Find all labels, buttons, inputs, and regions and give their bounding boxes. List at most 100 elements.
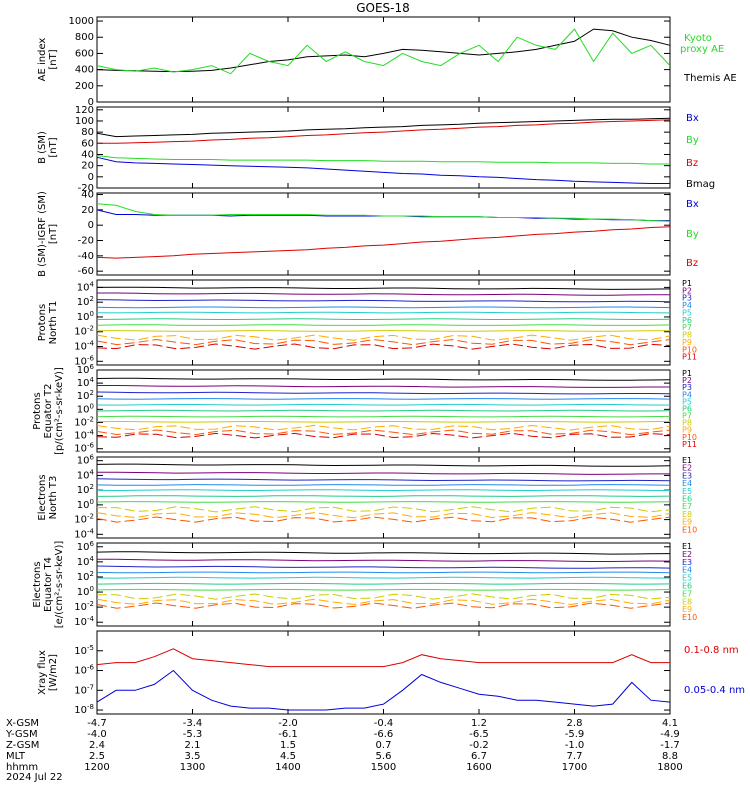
series-line-p6 xyxy=(96,409,671,412)
series-line-p10 xyxy=(96,429,671,436)
y-axis-title: Electrons xyxy=(37,474,48,520)
series-line-e5 xyxy=(96,576,671,579)
series-line-p1 xyxy=(96,377,671,381)
legend-p6: P6 xyxy=(682,404,692,413)
series-line-e4 xyxy=(96,484,671,486)
col-3-y: -6.6 xyxy=(374,729,394,740)
col-3-hhmm: 1500 xyxy=(371,762,396,773)
row-label-hhmm: hhmm xyxy=(6,762,38,773)
legend-e1: E1 xyxy=(682,542,692,551)
col-0-x: -4.7 xyxy=(87,718,107,729)
series-line-p4 xyxy=(96,306,671,309)
y-tick-label: 106 xyxy=(77,363,95,376)
y-axis-title: [nT] xyxy=(48,224,59,244)
series-line-0-05-0-4-nm xyxy=(96,669,671,711)
y-tick-label: 10-4 xyxy=(74,429,94,442)
col-4-y: -6.5 xyxy=(469,729,489,740)
col-1-y: -5.3 xyxy=(183,729,203,740)
legend-p5: P5 xyxy=(682,308,692,317)
y-tick-label: 10-5 xyxy=(74,644,94,657)
series-line-0-1-0-8-nm xyxy=(96,648,670,668)
series-line-e8 xyxy=(97,593,671,600)
series-line-e3 xyxy=(96,565,671,569)
series-line-by xyxy=(96,203,671,222)
y-tick-label: 120 xyxy=(75,105,94,116)
series-line-p3 xyxy=(96,299,671,303)
series-line-p9 xyxy=(96,334,671,341)
row-label-z-gsm: Z-GSM xyxy=(6,740,39,751)
y-axis-title: AE index xyxy=(37,38,48,82)
panel-frame xyxy=(96,630,671,715)
row-label-mlt: MLT xyxy=(6,751,26,762)
legend-p4: P4 xyxy=(682,301,692,310)
legend-proxy-ae: proxy AE xyxy=(680,44,724,55)
series-line-p2 xyxy=(97,292,670,296)
y-tick-label: 10-2 xyxy=(74,600,94,613)
y-tick-label: 40 xyxy=(81,190,94,201)
y-tick-label: 10-8 xyxy=(74,703,94,716)
legend-e4: E4 xyxy=(682,566,692,575)
row-label-x-gsm: X-GSM xyxy=(6,718,39,729)
series-line-p2 xyxy=(97,385,670,388)
series-line-e2 xyxy=(97,558,671,562)
y-axis-title: Protons xyxy=(32,392,43,429)
y-tick-label: 10-6 xyxy=(74,354,94,367)
legend-p7: P7 xyxy=(682,323,692,332)
legend-e2: E2 xyxy=(682,550,692,559)
y-tick-label: 0 xyxy=(88,172,94,183)
panel-frame xyxy=(96,279,671,366)
row-label-2024-jul-22: 2024 Jul 22 xyxy=(6,772,63,783)
legend-e10: E10 xyxy=(682,613,697,622)
y-tick-label: 10-2 xyxy=(74,513,94,526)
y-tick-label: 102 xyxy=(77,389,94,402)
y-tick-label: 80 xyxy=(81,127,94,138)
series-line-p6 xyxy=(96,318,671,320)
panel-3: 40 20 0 -20 -40 -60 B (SM)-IGRF (SM) [nT] Bx By Bz xyxy=(37,190,699,278)
legend-kyoto: Kyoto xyxy=(684,33,712,44)
y-tick-label: -20 xyxy=(78,183,94,194)
panel-1: 1000 800 600 400 200 0 AE index [nT] Kyotoproxy … xyxy=(37,16,737,108)
series-line-p3 xyxy=(96,391,671,395)
panel-8: 10-5 10-6 10-7 10-8 Xray flux [W/m2] 0.1-0.8 n… xyxy=(37,630,745,716)
col-3-x: -0.4 xyxy=(374,718,394,729)
col-2-hhmm: 1400 xyxy=(275,762,300,773)
series-line-bx xyxy=(96,156,670,184)
legend-p5: P5 xyxy=(682,397,692,406)
legend-e9: E9 xyxy=(682,518,692,527)
y-tick-label: 10-2 xyxy=(74,415,94,428)
plot-title: GOES-18 xyxy=(356,1,410,15)
series-line-p11 xyxy=(96,432,671,439)
col-2-mlt: 4.5 xyxy=(280,751,296,762)
y-tick-label: 100 xyxy=(77,310,94,323)
y-tick-label: 1000 xyxy=(69,16,94,27)
y-tick-label: 104 xyxy=(77,280,95,293)
series-line-e2 xyxy=(97,471,670,475)
col-0-mlt: 2.5 xyxy=(89,751,105,762)
y-tick-label: 102 xyxy=(77,295,94,308)
col-4-mlt: 6.7 xyxy=(471,751,487,762)
series-line-e8 xyxy=(97,506,671,513)
y-tick-label: 10-4 xyxy=(74,340,94,353)
series-line-p7 xyxy=(96,415,671,418)
series-line-p10 xyxy=(96,338,671,346)
y-tick-label: 40 xyxy=(81,149,94,160)
legend-themis-ae: Themis AE xyxy=(683,73,737,84)
legend-p2: P2 xyxy=(682,286,692,295)
y-tick-label: 100 xyxy=(75,116,94,127)
y-tick-label: 20 xyxy=(81,205,94,216)
legend-bx: Bx xyxy=(686,199,699,210)
legend-p10: P10 xyxy=(682,345,697,354)
series-line-e4 xyxy=(96,571,671,574)
y-tick-label: 60 xyxy=(81,138,94,149)
panel-frame xyxy=(96,456,671,539)
col-5-y: -5.9 xyxy=(565,729,585,740)
col-5-x: 2.8 xyxy=(567,718,583,729)
col-5-hhmm: 1700 xyxy=(562,762,587,773)
col-0-y: -4.0 xyxy=(87,729,107,740)
y-tick-label: 10-2 xyxy=(74,325,94,338)
